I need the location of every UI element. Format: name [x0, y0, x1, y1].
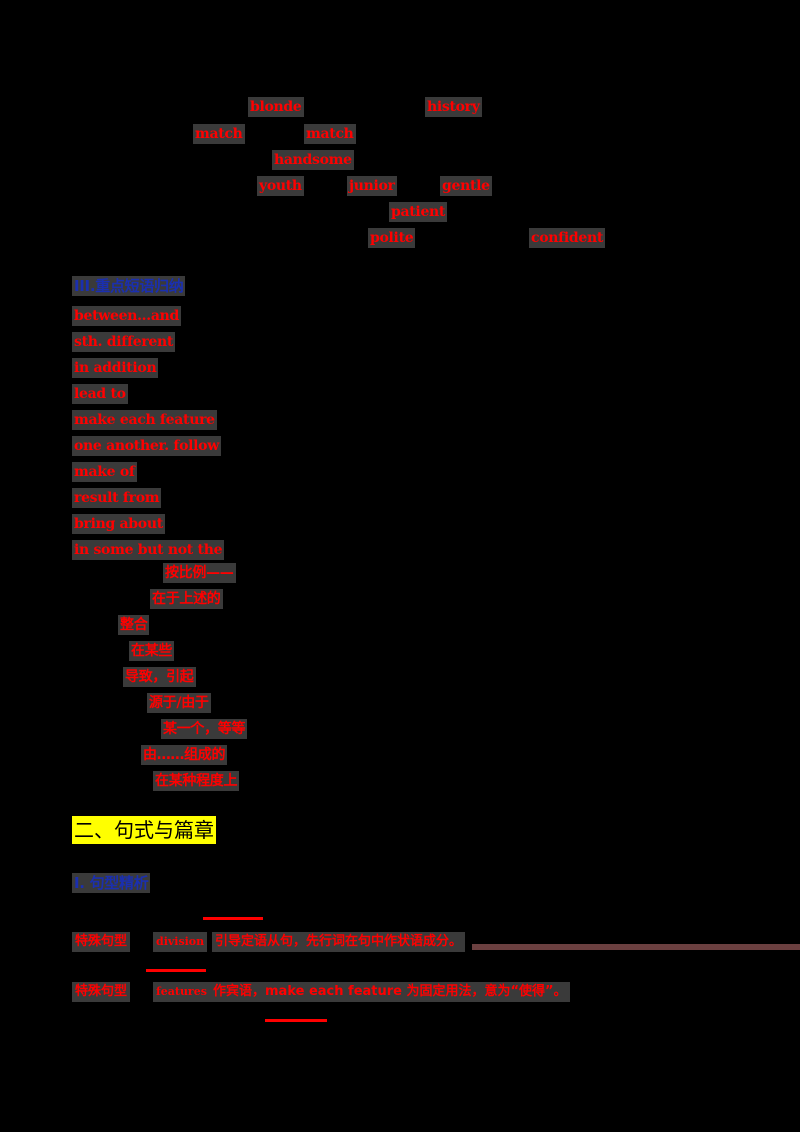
gloss-item: 某一个，等等: [161, 719, 248, 739]
sentence-keyword: division: [153, 932, 208, 952]
gloss-item: 在某些: [129, 641, 175, 661]
phrases-heading: III.重点短语归纳: [72, 276, 186, 296]
tree-word: confident: [529, 228, 606, 248]
sentence-label: 特殊句型: [72, 932, 131, 952]
tree-word: match: [193, 124, 245, 144]
section-heading: 二、句式与篇章: [72, 816, 216, 844]
phrase-item: make each feature: [72, 410, 217, 430]
phrase-item: bring about: [72, 514, 165, 534]
phrase-item: sth. different: [72, 332, 176, 352]
underline-bar: [265, 1019, 327, 1022]
phrase-item: one another. follow: [72, 436, 221, 456]
tree-word: polite: [368, 228, 416, 248]
tree-word: match: [304, 124, 356, 144]
gloss-item: 由……组成的: [141, 745, 228, 765]
sentence-keyword: features: [153, 982, 210, 1002]
sentence-text: 引导定语从句，先行词在句中作状语成分。: [212, 932, 466, 952]
gloss-item: 源于/由于: [147, 693, 211, 713]
sentence-text: 作宾语，make each feature 为固定用法，意为“使得”。: [210, 982, 570, 1002]
horizontal-rule: [472, 944, 800, 950]
phrase-item: lead to: [72, 384, 128, 404]
underline-bar: [203, 917, 263, 920]
underline-bar: [146, 969, 206, 972]
phrase-item: make of: [72, 462, 137, 482]
tree-word: patient: [389, 202, 448, 222]
sentence-label: 特殊句型: [72, 982, 131, 1002]
tree-word: blonde: [248, 97, 304, 117]
tree-word: handsome: [272, 150, 354, 170]
gloss-item: 导致，引起: [123, 667, 196, 687]
phrase-item: in addition: [72, 358, 159, 378]
gloss-item: 在某种程度上: [153, 771, 240, 791]
tree-word: gentle: [440, 176, 492, 196]
phrase-item: between...and: [72, 306, 181, 326]
tree-word: junior: [347, 176, 397, 196]
gloss-item: 在于上述的: [150, 589, 223, 609]
subheading: I. 句型精析: [72, 873, 151, 893]
tree-word: youth: [257, 176, 304, 196]
phrase-item: in some but not the: [72, 540, 225, 560]
tree-word: history: [425, 97, 482, 117]
phrase-item: result from: [72, 488, 162, 508]
gloss-item: 整合: [118, 615, 150, 635]
gloss-item: 按比例——: [163, 563, 236, 583]
